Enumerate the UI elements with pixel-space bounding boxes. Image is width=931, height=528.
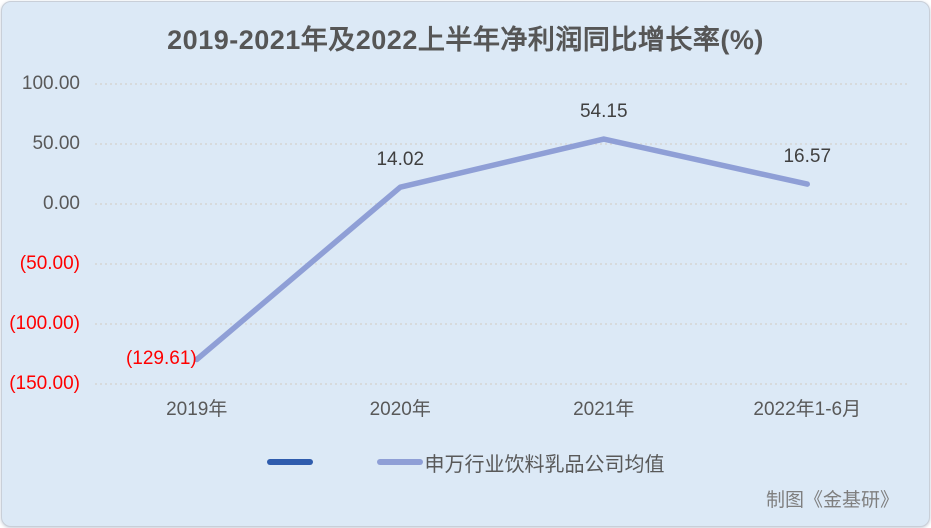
series-line: [194, 136, 810, 363]
legend-item: [266, 459, 313, 465]
y-axis-tick-label: (100.00): [9, 313, 80, 334]
legend-label: 申万行业饮料乳品公司均值: [424, 453, 665, 476]
data-point-label: (129.61): [125, 347, 197, 369]
x-axis-category-label: 2021年: [573, 399, 635, 420]
legend-line-marker: [266, 459, 313, 465]
y-axis-tick-label: (150.00): [9, 373, 80, 394]
data-point-label: 54.15: [579, 101, 628, 123]
data-point-label: 14.02: [376, 149, 425, 171]
chart-title: 2019-2021年及2022上半年净利润同比增长率(%): [167, 25, 764, 55]
y-axis-tick-label: 0.00: [43, 193, 80, 214]
x-axis-category-label: 2019年: [166, 399, 228, 420]
series-lines: [194, 136, 810, 363]
gridlines: [95, 83, 909, 385]
x-axis-category-label: 2020年: [369, 399, 431, 420]
y-axis-tick-label: 100.00: [21, 73, 80, 94]
y-axis-tick-label: 50.00: [32, 133, 80, 154]
legend-item: 申万行业饮料乳品公司均值: [376, 448, 665, 477]
data-point-label: 16.57: [783, 146, 832, 168]
chart-legend: 申万行业饮料乳品公司均值: [2, 448, 929, 477]
x-axis-category-label: 2022年1-6月: [753, 399, 862, 420]
credit-text: 制图《金基研》: [765, 490, 899, 511]
y-axis-tick-label: (50.00): [19, 253, 80, 274]
legend-line-marker: [376, 459, 423, 465]
